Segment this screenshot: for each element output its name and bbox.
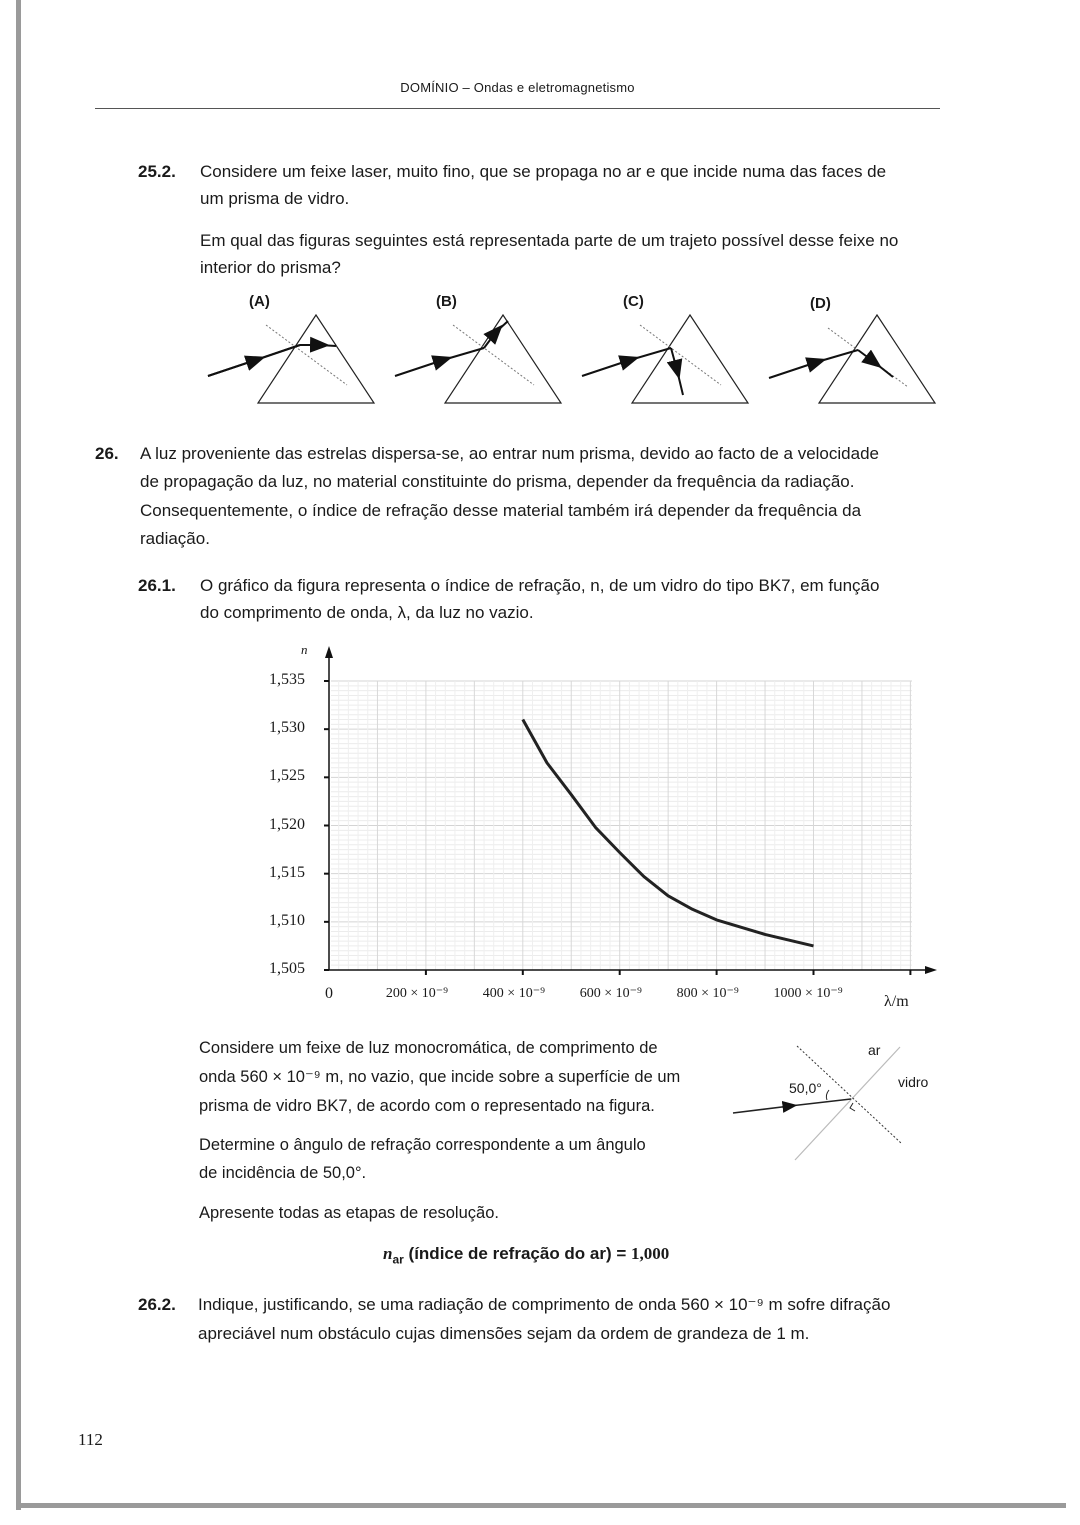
question-number: 26.2. <box>138 1295 176 1314</box>
x-axis-label: λ/m <box>884 993 909 1010</box>
x-axis-arrow <box>925 966 937 974</box>
x-tick-label: 800 × 10⁻⁹ <box>676 986 739 1001</box>
x-tick-label: 400 × 10⁻⁹ <box>482 986 545 1001</box>
question-text: Considere um feixe laser, muito fino, qu… <box>200 162 887 181</box>
y-tick-label: 1,505 <box>269 960 305 977</box>
page-number: 112 <box>78 1430 103 1449</box>
question-text: A luz proveniente das estrelas dispersa-… <box>140 444 879 463</box>
question-number: 25.2. <box>138 162 176 181</box>
y-axis-label: n <box>301 642 308 657</box>
angle-arc <box>825 1089 830 1101</box>
paragraph: Considere um feixe de luz monocromática,… <box>199 1039 658 1057</box>
prism-figure-c <box>581 313 750 404</box>
scan-edge-bottom <box>16 1503 1066 1508</box>
x-tick-label: 600 × 10⁻⁹ <box>579 986 642 1001</box>
question-text: do comprimento de onda, λ, da luz no vaz… <box>200 603 534 622</box>
question-text: apreciável num obstáculo cujas dimensões… <box>198 1324 810 1343</box>
paragraph: onda 560 × 10⁻⁹ m, no vazio, que incide … <box>199 1068 681 1086</box>
option-b-label: (B) <box>436 293 457 310</box>
paragraph: Apresente todas as etapas de resolução. <box>199 1204 499 1222</box>
header-rule <box>95 108 940 109</box>
data-n-ar: nar (índice de refração do ar) = 1,000 <box>383 1244 670 1267</box>
option-a-label: (A) <box>249 293 270 310</box>
prism-figure-a <box>207 313 376 404</box>
question-text: interior do prisma? <box>200 258 341 277</box>
question-text: Indique, justificando, se uma radiação d… <box>198 1295 891 1314</box>
y-tick-label: 1,510 <box>269 911 305 929</box>
data-curve <box>521 718 814 948</box>
y-tick-label: 1,515 <box>269 863 305 881</box>
question-text: um prisma de vidro. <box>200 189 350 208</box>
paragraph: Determine o ângulo de refração correspon… <box>199 1136 646 1154</box>
prism-figure-d <box>768 313 937 404</box>
y-tick-label: 1,530 <box>269 719 305 737</box>
refraction-figure <box>732 1045 902 1161</box>
question-number: 26.1. <box>138 576 176 595</box>
question-text: radiação. <box>140 529 210 548</box>
y-axis-arrow <box>325 646 333 658</box>
x-tick-label: 1000 × 10⁻⁹ <box>773 986 843 1001</box>
x-tick-label: 0 <box>325 985 333 1002</box>
y-tick-label: 1,525 <box>269 767 305 785</box>
y-tick-label: 1,535 <box>269 671 305 688</box>
incident-ray <box>732 1098 852 1114</box>
incidence-angle-label: 50,0° <box>789 1080 822 1096</box>
question-text: de propagação da luz, no material consti… <box>140 472 855 491</box>
scan-edge-left <box>16 0 21 1510</box>
option-d-label: (D) <box>810 295 831 312</box>
question-text: Em qual das figuras seguintes está repre… <box>200 231 899 250</box>
refractive-index-chart <box>324 646 937 975</box>
question-text: O gráfico da figura representa o índice … <box>200 576 880 595</box>
paragraph: de incidência de 50,0°. <box>199 1164 367 1182</box>
x-tick-label: 200 × 10⁻⁹ <box>385 986 449 1001</box>
running-header: DOMÍNIO – Ondas e eletromagnetismo <box>400 80 635 95</box>
y-tick-label: 1,520 <box>269 815 305 833</box>
paragraph: prisma de vidro BK7, de acordo com o rep… <box>199 1097 655 1115</box>
question-number: 26. <box>95 444 119 463</box>
prism-figure-b <box>394 313 563 404</box>
option-c-label: (C) <box>623 293 644 310</box>
medium-air-label: ar <box>868 1042 881 1058</box>
surface-line <box>794 1046 901 1161</box>
question-text: Consequentemente, o índice de refração d… <box>140 501 862 520</box>
medium-glass-label: vidro <box>898 1074 929 1090</box>
